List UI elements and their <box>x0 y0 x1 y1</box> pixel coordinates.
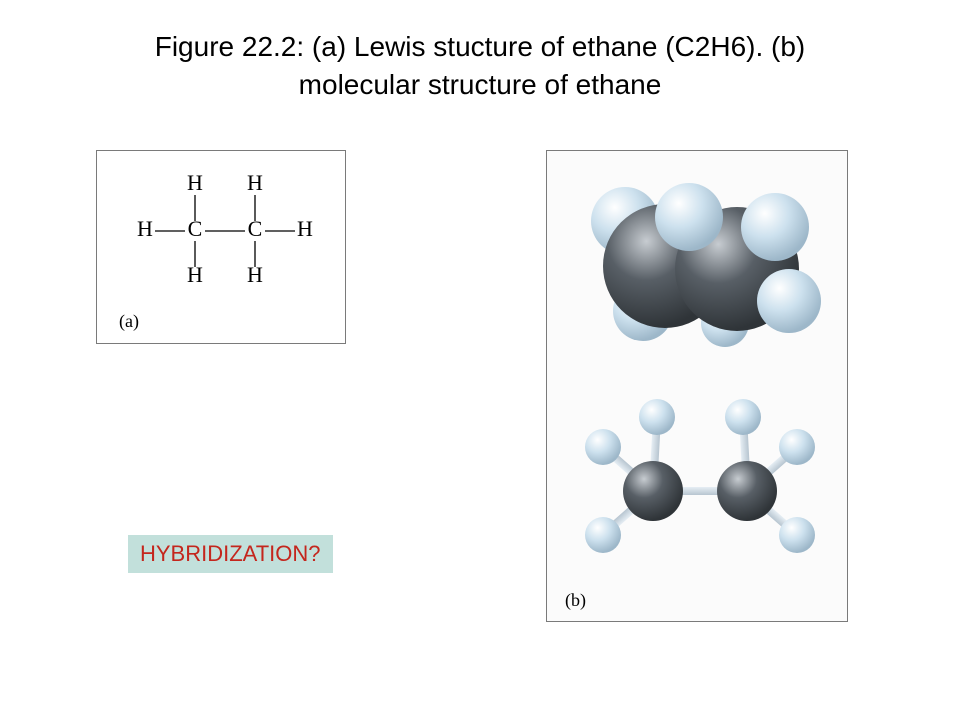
spacefill-hydrogen <box>741 193 809 261</box>
figure-title-line2: molecular structure of ethane <box>299 69 662 100</box>
lewis-atom-H: H <box>247 262 263 287</box>
lewis-atom-C: C <box>248 216 263 241</box>
lewis-structure-svg: CCHHHHHH (a) <box>97 151 345 343</box>
spacefill-hydrogen <box>757 269 821 333</box>
spacefill-model <box>591 183 821 347</box>
ballstick-hydrogen <box>779 429 815 465</box>
lewis-atom-H: H <box>137 216 153 241</box>
figure-page: Figure 22.2: (a) Lewis stucture of ethan… <box>0 0 960 720</box>
ballstick-carbon <box>717 461 777 521</box>
panel-b-label: (b) <box>565 590 586 611</box>
spacefill-hydrogen <box>655 183 723 251</box>
figure-title: Figure 22.2: (a) Lewis stucture of ethan… <box>0 28 960 104</box>
figure-title-line1: Figure 22.2: (a) Lewis stucture of ethan… <box>155 31 806 62</box>
lewis-atom-C: C <box>188 216 203 241</box>
ballstick-hydrogen <box>779 517 815 553</box>
lewis-atom-H: H <box>247 170 263 195</box>
panel-b-molecular-structure: (b) <box>546 150 848 622</box>
ballstick-hydrogen <box>585 517 621 553</box>
lewis-atom-H: H <box>187 170 203 195</box>
lewis-atom-H: H <box>297 216 313 241</box>
hybridization-callout: HYBRIDIZATION? <box>128 535 333 573</box>
molecular-structure-svg: (b) <box>547 151 847 621</box>
hybridization-text: HYBRIDIZATION? <box>140 541 321 566</box>
ballstick-hydrogen <box>639 399 675 435</box>
lewis-bonds <box>155 195 295 267</box>
panel-a-lewis-structure: CCHHHHHH (a) <box>96 150 346 344</box>
ballstick-carbon <box>623 461 683 521</box>
panel-a-label: (a) <box>119 311 139 332</box>
lewis-atom-H: H <box>187 262 203 287</box>
ballstick-hydrogen <box>585 429 621 465</box>
ballstick-hydrogen <box>725 399 761 435</box>
lewis-atoms: CCHHHHHH <box>137 170 313 287</box>
